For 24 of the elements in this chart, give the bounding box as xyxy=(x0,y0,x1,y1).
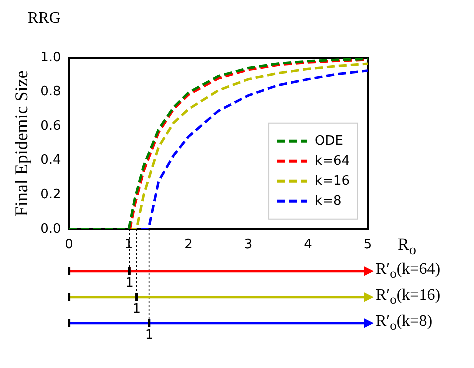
x-tick-label: 2 xyxy=(184,238,193,253)
y-tick-label: 0.2 xyxy=(40,187,62,202)
x-tick-label: 0 xyxy=(65,238,74,253)
x-tick-label: 3 xyxy=(244,238,253,253)
chart-title: RRG xyxy=(28,10,61,28)
ref-line-label: 1 xyxy=(132,302,142,318)
legend-label: k=8 xyxy=(315,194,342,209)
x-tick-label: 4 xyxy=(304,238,312,253)
y-tick-label: 1.0 xyxy=(40,50,62,66)
ref-line-label: 1 xyxy=(126,276,134,292)
text: R′$_{o}$(k=16) xyxy=(376,286,441,308)
x-tick-label: 5 xyxy=(364,238,372,253)
text: R′$_{o}$(k=8) xyxy=(376,312,433,334)
ref-line-label: 1 xyxy=(145,328,154,344)
text: R′$_{o}$(k=64) xyxy=(376,260,441,282)
y-tick-label: 0.8 xyxy=(40,84,62,100)
legend-label: k=64 xyxy=(315,154,350,169)
legend-label: ODE xyxy=(315,134,344,149)
y-tick-label: 0.4 xyxy=(40,153,62,168)
x-axis-title: R$_{o}$ xyxy=(398,235,416,260)
y-tick-label: 0.0 xyxy=(40,222,62,237)
legend-label: k=16 xyxy=(315,174,350,189)
y-tick-label: 0.6 xyxy=(40,118,62,134)
y-axis-title: Final Epidemic Size xyxy=(12,70,32,217)
